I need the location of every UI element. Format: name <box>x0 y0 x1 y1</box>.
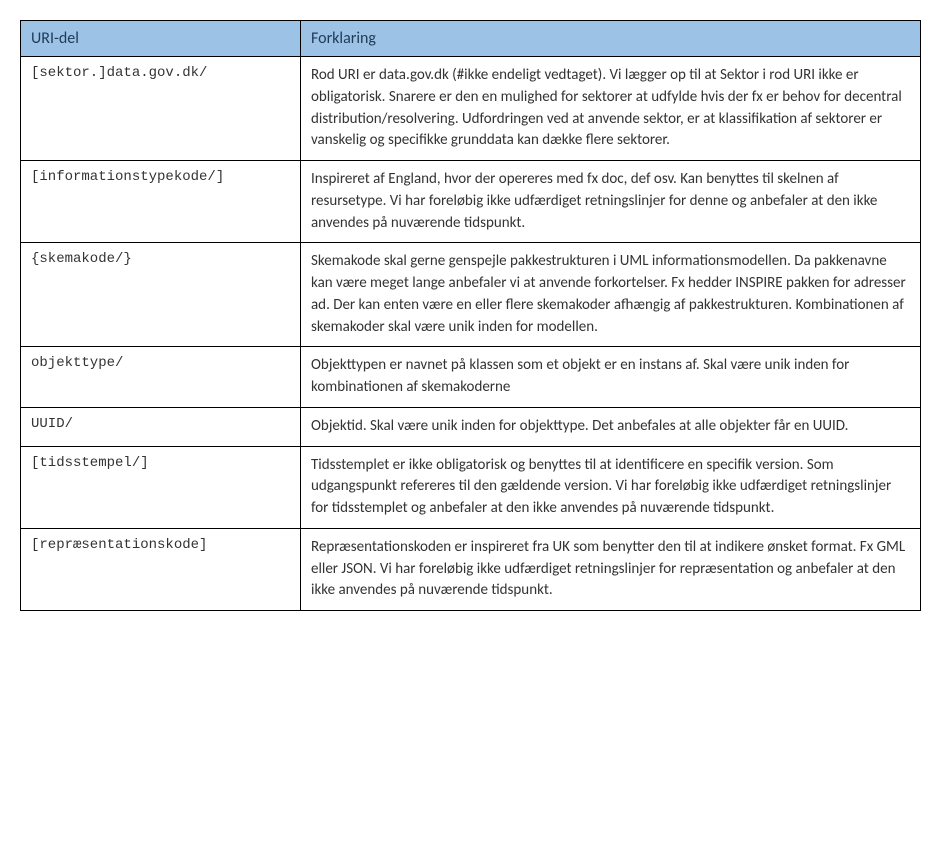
table-row: {skemakode/} Skemakode skal gerne genspe… <box>21 243 921 347</box>
uri-part-code: [sektor.]data.gov.dk/ <box>21 57 301 161</box>
uri-part-explanation: Objekttypen er navnet på klassen som et … <box>301 347 921 408</box>
uri-part-code: [informationstypekode/] <box>21 161 301 243</box>
table-row: objekttype/ Objekttypen er navnet på kla… <box>21 347 921 408</box>
header-uri-del: URI-del <box>21 21 301 57</box>
uri-part-explanation: Skemakode skal gerne genspejle pakkestru… <box>301 243 921 347</box>
table-header-row: URI-del Forklaring <box>21 21 921 57</box>
uri-part-explanation: Objektid. Skal være unik inden for objek… <box>301 407 921 446</box>
uri-part-explanation: Rod URI er data.gov.dk (#ikke endeligt v… <box>301 57 921 161</box>
uri-part-code: [tidsstempel/] <box>21 446 301 528</box>
header-forklaring: Forklaring <box>301 21 921 57</box>
uri-part-code: {skemakode/} <box>21 243 301 347</box>
table-row: [repræsentationskode] Repræsentationskod… <box>21 528 921 610</box>
uri-part-code: objekttype/ <box>21 347 301 408</box>
uri-part-explanation: Inspireret af England, hvor der opereres… <box>301 161 921 243</box>
uri-part-explanation: Repræsentationskoden er inspireret fra U… <box>301 528 921 610</box>
table-row: UUID/ Objektid. Skal være unik inden for… <box>21 407 921 446</box>
table-row: [sektor.]data.gov.dk/ Rod URI er data.go… <box>21 57 921 161</box>
uri-part-code: UUID/ <box>21 407 301 446</box>
uri-part-code: [repræsentationskode] <box>21 528 301 610</box>
uri-part-explanation: Tidsstemplet er ikke obligatorisk og ben… <box>301 446 921 528</box>
uri-parts-table: URI-del Forklaring [sektor.]data.gov.dk/… <box>20 20 921 611</box>
table-row: [informationstypekode/] Inspireret af En… <box>21 161 921 243</box>
table-row: [tidsstempel/] Tidsstemplet er ikke obli… <box>21 446 921 528</box>
